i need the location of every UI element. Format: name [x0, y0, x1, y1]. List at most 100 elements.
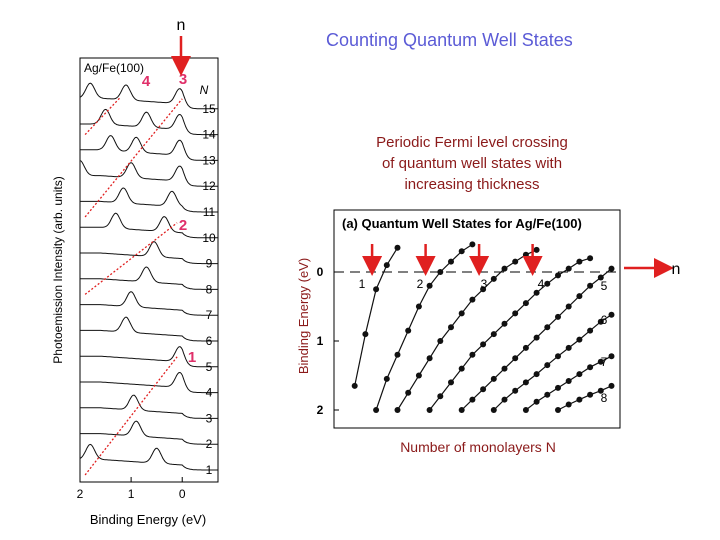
qws-point-5-4	[501, 365, 508, 372]
curve-label-6: 6	[601, 313, 608, 327]
spectrum-N6	[80, 316, 218, 342]
qws-point-7-8	[608, 353, 615, 360]
qws-point-8-5	[608, 382, 615, 389]
x-tick-label-1: 1	[128, 487, 135, 501]
n-label-4: 4	[206, 386, 213, 400]
qws-point-1-4	[394, 244, 401, 251]
qws-point-5-3	[490, 375, 497, 382]
qws-point-5-1	[469, 396, 476, 403]
qws-point-3-2	[415, 372, 422, 379]
guide-label-3: 3	[179, 71, 187, 88]
qws-point-6-9	[587, 327, 594, 334]
qws-point-6-11	[608, 311, 615, 318]
curve-label-7: 7	[601, 355, 608, 369]
n-label-13: 13	[202, 153, 216, 167]
qws-point-1-0	[351, 382, 358, 389]
spectrum-N2	[80, 420, 218, 445]
n-label-11: 11	[203, 205, 216, 219]
n-label-12: 12	[202, 179, 216, 193]
curve-label-4: 4	[538, 277, 545, 291]
n-label-6: 6	[206, 334, 213, 348]
n-label-5: 5	[206, 360, 213, 374]
n-label-14: 14	[202, 128, 216, 142]
dispersion-y-ticks: 0 1 2	[317, 265, 339, 417]
caption-line-3: increasing thickness	[404, 176, 540, 193]
dispersion-curve-labels: 1 2 3 4 5 6 7 8	[359, 277, 608, 405]
n-label-2: 2	[206, 437, 213, 451]
qws-point-5-12	[587, 282, 594, 289]
n-label-3: 3	[206, 411, 213, 425]
sample-label: Ag/Fe(100)	[84, 61, 144, 75]
qws-point-4-5	[480, 341, 487, 348]
spectrum-N12	[79, 160, 218, 187]
qws-point-5-0	[458, 407, 465, 413]
n-label-7: 7	[206, 308, 213, 322]
qws-point-3-10	[501, 265, 508, 272]
spectrum-N10	[80, 212, 218, 239]
guide-line-3	[84, 98, 183, 218]
qws-point-5-2	[480, 386, 487, 393]
caption-line-1: Periodic Fermi level crossing	[376, 134, 568, 151]
qws-point-6-3	[522, 379, 529, 386]
qws-point-6-8	[576, 336, 583, 343]
qws-point-6-6	[555, 353, 561, 360]
qws-point-4-6	[490, 331, 497, 338]
n-label-1: 1	[206, 463, 213, 477]
dispersion-x-label: Number of monolayers N	[400, 439, 556, 455]
qws-point-7-6	[587, 364, 594, 371]
curve-label-1: 1	[359, 277, 366, 291]
spectra-x-label: Binding Energy (eV)	[90, 512, 206, 527]
dispersion-frame	[333, 209, 621, 429]
qws-point-1-2	[373, 286, 380, 293]
qws-point-5-13	[597, 274, 604, 281]
qws-point-5-14	[608, 265, 615, 272]
qws-point-7-5	[576, 371, 583, 378]
qws-point-5-6	[522, 344, 529, 351]
spectra-y-label: Photoemission Intensity (arb. units)	[51, 176, 65, 363]
n-label-10: 10	[202, 231, 216, 245]
qws-point-4-0	[426, 407, 433, 413]
guide-label-2: 2	[179, 217, 187, 234]
qws-point-5-10	[565, 303, 572, 310]
qws-curve-4	[429, 257, 591, 411]
qws-point-6-5	[544, 362, 551, 369]
caption: Periodic Fermi level crossing of quantum…	[352, 132, 592, 195]
qws-point-4-15	[587, 255, 594, 262]
qws-point-6-4	[533, 371, 540, 378]
qws-point-7-3	[555, 384, 561, 391]
curve-label-8: 8	[601, 391, 608, 405]
qws-point-2-6	[437, 269, 444, 275]
fermi-crossing-arrows	[362, 244, 543, 276]
qws-point-3-7	[469, 296, 476, 303]
qws-point-7-7	[597, 358, 604, 365]
qws-point-8-2	[576, 396, 583, 403]
qws-point-6-0	[490, 407, 497, 413]
qws-point-1-3	[383, 262, 390, 269]
qws-point-4-10	[533, 289, 540, 296]
guide-label-4: 4	[142, 73, 151, 90]
qws-point-2-9	[469, 241, 476, 248]
qws-point-5-7	[533, 334, 540, 341]
spectrum-N9	[80, 241, 218, 265]
y-tick-label-0: 0	[317, 265, 324, 279]
qws-point-6-7	[565, 344, 572, 351]
dispersion-y-label: Binding Energy (eV)	[296, 258, 311, 374]
curve-label-3: 3	[481, 277, 488, 291]
qws-point-8-1	[565, 401, 572, 408]
qws-point-2-4	[415, 303, 422, 310]
y-tick-label-2: 2	[317, 403, 324, 417]
qws-point-3-5	[448, 324, 454, 331]
curve-label-5: 5	[601, 279, 608, 293]
qws-point-2-7	[448, 258, 454, 265]
x-tick-label-0: 0	[179, 487, 186, 501]
spectrum-N7	[80, 291, 218, 316]
qws-point-5-11	[576, 293, 583, 300]
dispersion-curves	[351, 241, 615, 413]
guide-line-4	[84, 96, 122, 136]
qws-point-4-12	[555, 272, 561, 279]
spectrum-N4	[80, 371, 218, 394]
n-label-9: 9	[206, 257, 213, 271]
qws-point-1-1	[362, 331, 369, 338]
